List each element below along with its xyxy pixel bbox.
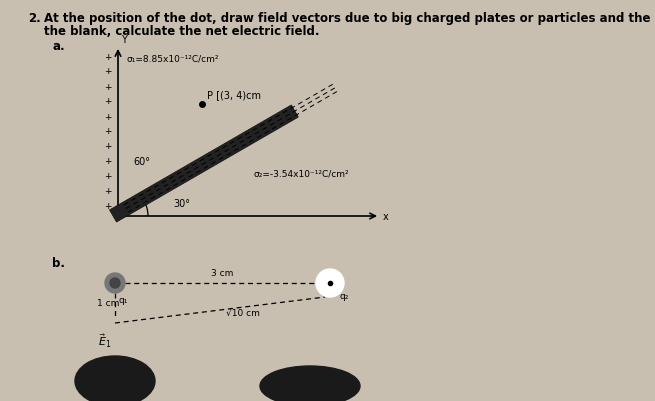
Text: q₁: q₁ [118, 295, 127, 304]
Text: +: + [104, 172, 112, 181]
Text: √10 cm: √10 cm [225, 308, 259, 317]
Text: σ₁=8.85x10⁻¹²C/cm²: σ₁=8.85x10⁻¹²C/cm² [126, 54, 219, 63]
Ellipse shape [75, 356, 155, 401]
Text: 30°: 30° [173, 198, 190, 209]
Text: +: + [104, 67, 112, 76]
Circle shape [316, 269, 344, 297]
Text: the blank, calculate the net electric field.: the blank, calculate the net electric fi… [44, 25, 320, 38]
Text: +: + [104, 53, 112, 61]
Text: a.: a. [52, 40, 65, 53]
Text: b.: b. [52, 256, 65, 269]
Text: 1 cm: 1 cm [97, 299, 119, 308]
Text: 3 cm: 3 cm [212, 268, 234, 277]
Text: $\vec{E}_1$: $\vec{E}_1$ [98, 331, 112, 348]
Text: +: + [104, 97, 112, 106]
Text: P [(3, 4)cm: P [(3, 4)cm [207, 90, 261, 100]
Text: +: + [104, 127, 112, 136]
Text: q₂: q₂ [340, 291, 349, 300]
Text: +: + [104, 157, 112, 166]
Text: x: x [383, 211, 389, 221]
Text: +: + [104, 202, 112, 211]
Text: Y: Y [121, 35, 127, 45]
Ellipse shape [260, 366, 360, 401]
Circle shape [110, 278, 120, 288]
Text: +: + [104, 82, 112, 91]
Text: +: + [104, 142, 112, 151]
Text: At the position of the dot, draw field vectors due to big charged plates or part: At the position of the dot, draw field v… [44, 12, 655, 25]
Text: 2.: 2. [28, 12, 41, 25]
Text: +: + [104, 112, 112, 121]
Text: 60°: 60° [133, 157, 150, 166]
Text: +: + [104, 187, 112, 196]
Polygon shape [109, 106, 299, 223]
Circle shape [105, 273, 125, 293]
Text: σ₂=-3.54x10⁻¹²C/cm²: σ₂=-3.54x10⁻¹²C/cm² [254, 170, 350, 178]
